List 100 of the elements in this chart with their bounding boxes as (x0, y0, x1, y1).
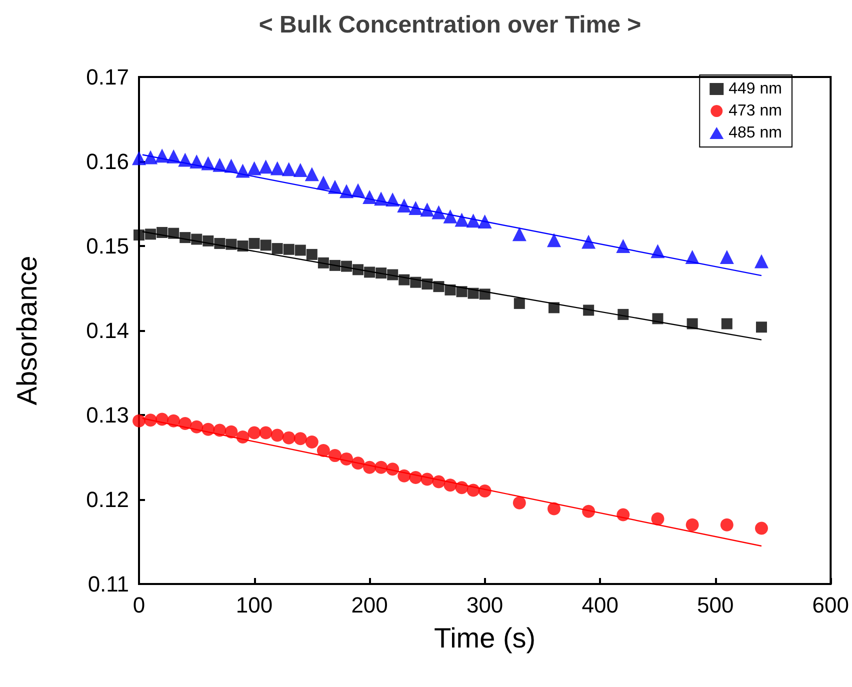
point (433, 281, 444, 292)
legend-label: 485 nm (728, 124, 782, 142)
point (247, 161, 262, 176)
point (685, 250, 700, 264)
y-tick-label: 0.15 (86, 234, 129, 258)
point (258, 160, 273, 174)
point (386, 462, 400, 476)
point (432, 205, 446, 220)
point (374, 460, 388, 474)
point (132, 414, 146, 428)
point (444, 478, 457, 492)
point (512, 227, 526, 242)
point (316, 444, 330, 457)
y-tick-label: 0.16 (86, 149, 129, 174)
point (363, 460, 376, 474)
point (167, 414, 180, 428)
point (270, 428, 284, 442)
x-axis-title: Time (s) (434, 622, 536, 654)
point (616, 508, 630, 522)
point (304, 167, 319, 182)
point (282, 162, 296, 176)
point (156, 226, 168, 238)
point (156, 412, 169, 426)
y-tick-label: 0.17 (86, 64, 129, 90)
point (248, 238, 260, 249)
point (686, 518, 699, 532)
point (432, 475, 446, 488)
point (191, 234, 202, 245)
x-tick-label: 600 (812, 592, 850, 618)
point (583, 304, 594, 316)
point (352, 456, 365, 470)
point (305, 436, 318, 449)
point (454, 212, 469, 227)
point (294, 432, 307, 446)
point (328, 180, 342, 194)
point (202, 422, 215, 436)
point (422, 278, 433, 290)
y-axis-title: Absorbance (12, 256, 42, 406)
point (548, 302, 560, 314)
x-tick-label: 500 (697, 592, 734, 618)
point (144, 150, 158, 164)
point (514, 298, 525, 309)
point (756, 322, 767, 333)
point (364, 266, 376, 278)
point (236, 164, 250, 178)
y-tick-label: 0.13 (86, 402, 129, 428)
point (374, 192, 388, 206)
point (202, 235, 214, 246)
point (721, 318, 732, 330)
point (650, 244, 665, 258)
point (754, 254, 768, 268)
point (582, 234, 596, 249)
chart-title: < Bulk Concentration over Time > (258, 12, 642, 38)
point (248, 426, 261, 440)
point (478, 484, 492, 498)
point (397, 198, 412, 212)
point (352, 264, 364, 276)
point (260, 240, 272, 251)
point (686, 318, 698, 330)
point (190, 154, 204, 168)
point (443, 209, 458, 224)
y-tick-label: 0.14 (86, 318, 129, 343)
point (293, 162, 308, 177)
point (466, 214, 480, 228)
point (546, 233, 561, 248)
x-tick-label: 300 (466, 592, 504, 618)
point (134, 230, 144, 241)
point (652, 313, 664, 324)
point (178, 152, 192, 167)
point (259, 426, 272, 440)
point (548, 502, 560, 516)
point (226, 238, 237, 250)
point (213, 424, 226, 437)
point (340, 260, 352, 272)
point (468, 288, 479, 299)
point (339, 184, 354, 198)
point (720, 518, 734, 532)
point (420, 202, 434, 217)
point (306, 248, 318, 260)
point (618, 308, 629, 320)
point (224, 425, 238, 438)
point (456, 286, 468, 298)
point (386, 192, 400, 207)
point (237, 240, 248, 252)
x-tick-label: 0 (132, 592, 146, 618)
point (340, 452, 353, 466)
point (409, 471, 422, 484)
point (720, 250, 734, 264)
point (272, 243, 283, 254)
point (420, 472, 434, 486)
point (144, 414, 158, 427)
point (455, 481, 468, 494)
point (270, 161, 284, 176)
y-tick-label: 0.12 (86, 487, 129, 512)
point (168, 228, 180, 239)
point (328, 449, 342, 462)
point (145, 228, 156, 240)
point (282, 431, 296, 444)
point (398, 274, 410, 286)
point (754, 522, 768, 535)
